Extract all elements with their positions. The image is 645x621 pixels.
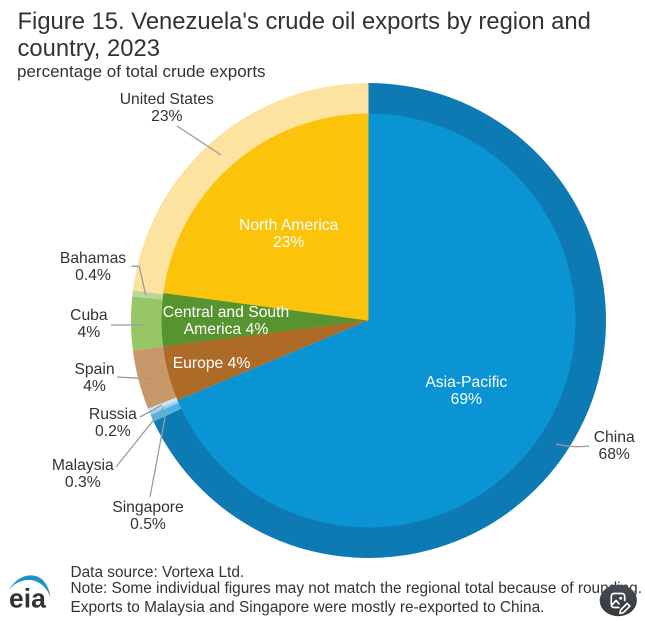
svg-text:eia: eia	[9, 584, 46, 614]
